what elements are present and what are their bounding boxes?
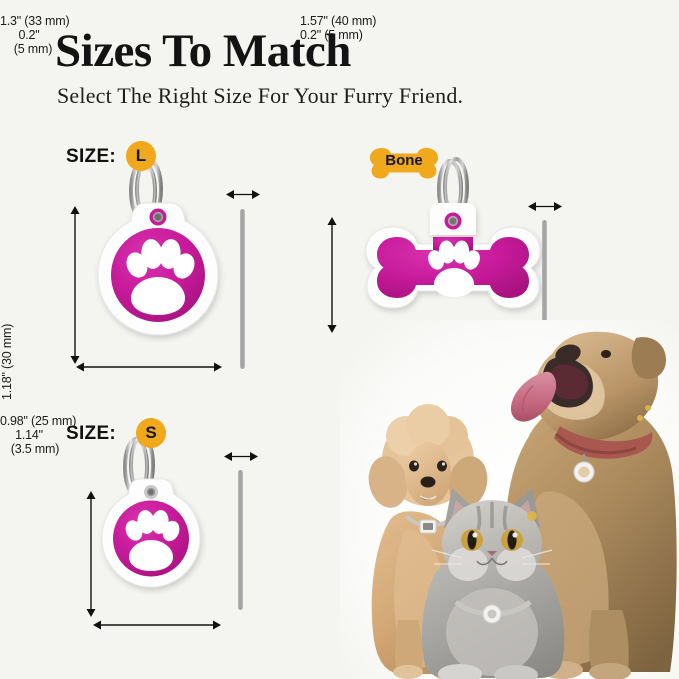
size-s-prefix-label: SIZE:	[66, 423, 117, 444]
size-l-badge: L	[126, 141, 156, 171]
size-s-thickness-arrow	[224, 450, 258, 468]
size-s-height-label: 1.18" (30 mm)	[0, 323, 14, 400]
size-l-height-arrow	[68, 205, 82, 370]
product-block-size-s: SIZE: S	[0, 324, 300, 679]
size-l-width-arrow	[75, 360, 223, 379]
size-l-thickness-label-1: 0.2"	[18, 28, 40, 42]
size-s-tag	[95, 434, 235, 624]
bone-badge-label: Bone	[385, 151, 423, 169]
bone-height-arrow	[325, 216, 339, 339]
bone-thickness-bar	[542, 220, 547, 365]
bone-thickness-arrow	[528, 200, 562, 218]
page-subtitle: Select The Right Size For Your Furry Fri…	[57, 83, 464, 108]
paw-print-icon	[125, 510, 180, 571]
bone-thickness-label: 0.2" (5 mm)	[300, 28, 363, 42]
bone-tag	[345, 155, 565, 355]
size-s-width-arrow	[92, 618, 222, 637]
product-block-size-l: SIZE: L	[0, 0, 300, 400]
paw-print-icon	[428, 240, 480, 297]
size-s-thickness-label-2: (3.5 mm)	[10, 442, 60, 456]
size-l-width-label: 1.3" (33 mm)	[0, 14, 70, 28]
size-l-thickness-bar	[240, 209, 245, 369]
size-l-tag	[80, 155, 240, 370]
bone-width-label: 1.57" (40 mm)	[300, 14, 377, 28]
product-block-bone: Bone	[300, 0, 679, 400]
page-title: Sizes To Match	[55, 25, 351, 77]
size-s-thickness-label-1: 1.14"	[15, 428, 43, 442]
bone-face-magenta	[377, 237, 529, 298]
size-l-thickness-label-2: (5 mm)	[13, 42, 53, 56]
size-l-prefix-label: SIZE:	[66, 146, 117, 167]
size-s-badge: S	[136, 418, 166, 448]
pets-photo	[340, 320, 679, 679]
cat	[421, 488, 565, 679]
paw-print-icon	[126, 239, 195, 315]
size-l-thickness-arrow	[226, 188, 260, 206]
size-s-width-label: 0.98" (25 mm)	[0, 414, 77, 428]
size-s-thickness-bar	[238, 470, 243, 610]
bone-badge: Bone	[368, 140, 440, 180]
size-s-height-arrow	[84, 490, 98, 623]
